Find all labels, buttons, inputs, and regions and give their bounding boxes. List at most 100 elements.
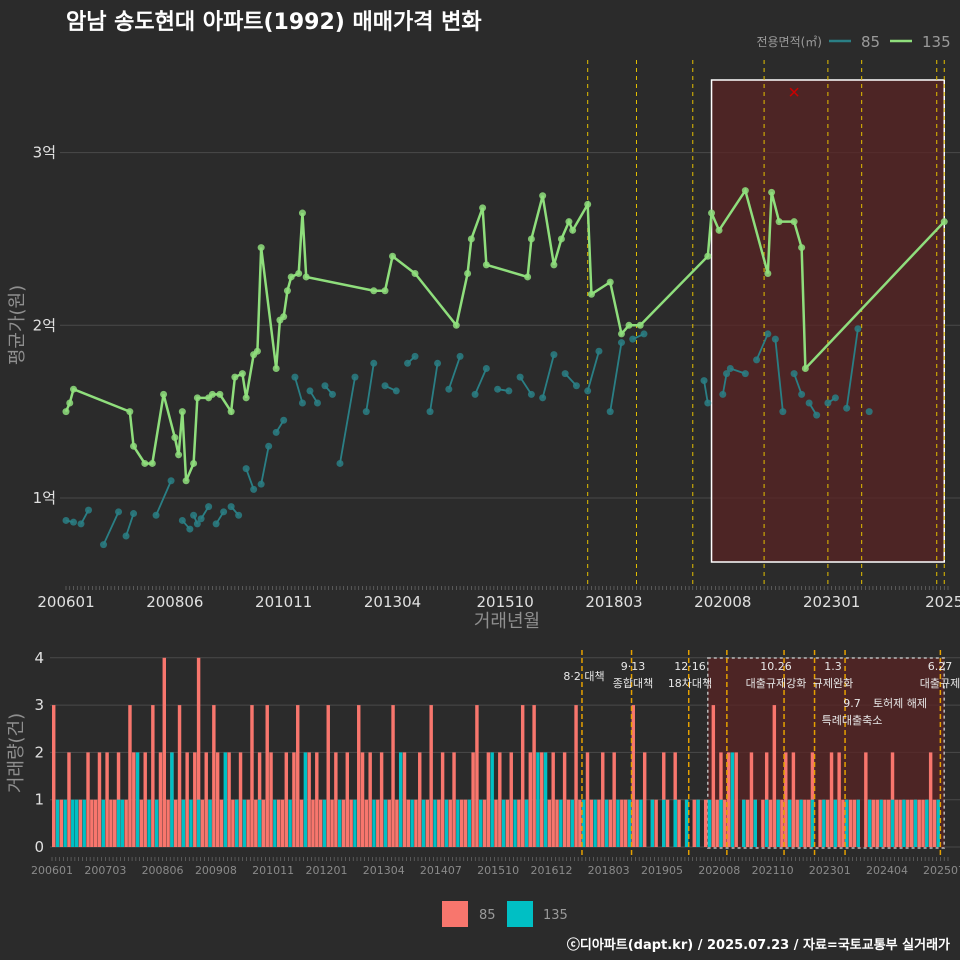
- bar-135: [543, 752, 548, 847]
- bar-85: [162, 657, 167, 847]
- data-point-85: [726, 364, 734, 372]
- bar-135: [913, 799, 918, 847]
- data-point-135: [283, 287, 291, 295]
- data-point-85: [404, 359, 412, 367]
- bar-135: [242, 799, 247, 847]
- bar-85: [341, 799, 346, 847]
- bar-135: [74, 799, 79, 847]
- bar-135: [383, 799, 388, 847]
- data-point-85: [411, 352, 419, 360]
- bar-135: [856, 799, 860, 847]
- data-point-85: [595, 347, 603, 355]
- y-tick-label: 3억: [33, 144, 56, 162]
- data-point-85: [197, 515, 205, 523]
- x-tick-label-bottom: 202301: [809, 864, 851, 877]
- bar-135: [288, 799, 292, 847]
- data-point-85: [370, 359, 378, 367]
- data-point-135: [479, 204, 487, 212]
- bar-135: [82, 799, 86, 847]
- series-line-85: [260, 446, 270, 485]
- data-point-85: [456, 352, 464, 360]
- data-point-85: [700, 377, 708, 385]
- bar-85: [376, 799, 380, 847]
- x-tick-label-bottom: 202404: [866, 864, 908, 877]
- bar-135: [189, 799, 193, 847]
- bar-85: [368, 752, 372, 847]
- legend-top: 전용면적(㎡) 85 135: [756, 33, 950, 51]
- bar-85: [158, 752, 163, 847]
- bar-135: [421, 799, 426, 847]
- bar-135: [135, 752, 140, 847]
- x-tick-label-bottom: 200908: [195, 864, 237, 877]
- y-tick-label-bottom: 4: [34, 649, 44, 667]
- data-point-85: [865, 408, 873, 416]
- bar-85: [280, 799, 285, 847]
- data-point-85: [100, 541, 108, 549]
- data-point-135: [411, 269, 419, 277]
- bar-135: [235, 799, 239, 847]
- bar-85: [864, 752, 868, 847]
- y-axis-title: 평균가(원): [7, 285, 28, 365]
- bar-85: [745, 799, 750, 847]
- footer-credit: ⓒ디아파트(dapt.kr) / 2025.07.23 / 자료=국토교통부 실…: [566, 938, 950, 953]
- bar-85: [326, 705, 330, 847]
- y-tick-label: 2억: [33, 316, 56, 334]
- data-point-135: [178, 408, 186, 416]
- bar-135: [433, 799, 437, 847]
- data-point-85: [306, 387, 314, 395]
- bar-85: [406, 799, 411, 847]
- bar-135: [208, 799, 212, 847]
- bar-85: [677, 799, 681, 847]
- x-tick-label-bottom: 201407: [420, 864, 462, 877]
- bar-135: [616, 799, 620, 847]
- bar-85: [250, 705, 254, 847]
- bar-135: [223, 752, 228, 847]
- bar-85: [330, 799, 334, 847]
- data-point-135: [182, 477, 190, 485]
- legend-label-bar-135: 135: [543, 908, 568, 923]
- bar-85: [360, 752, 365, 847]
- bar-85: [547, 799, 552, 847]
- data-point-135: [587, 290, 595, 298]
- bar-135: [890, 799, 895, 847]
- bar-85: [307, 752, 311, 847]
- data-point-85: [186, 525, 194, 533]
- bar-85: [726, 752, 731, 847]
- data-point-135: [557, 235, 565, 243]
- series-135: [62, 187, 948, 485]
- bar-85: [475, 705, 479, 847]
- data-point-135: [482, 261, 490, 269]
- data-point-135: [253, 347, 261, 355]
- bar-85: [265, 705, 269, 847]
- bar-85: [917, 799, 921, 847]
- bar-135: [456, 799, 460, 847]
- data-point-85: [426, 408, 434, 416]
- data-point-85: [298, 399, 306, 407]
- data-point-135: [216, 390, 224, 398]
- data-point-135: [527, 235, 535, 243]
- data-point-85: [130, 510, 138, 518]
- data-point-135: [775, 218, 783, 226]
- bar-135: [63, 799, 67, 847]
- bar-85: [128, 705, 132, 847]
- bar-135: [398, 752, 403, 847]
- data-point-85: [336, 459, 344, 467]
- bar-135: [410, 799, 414, 847]
- series-line-85: [586, 350, 600, 392]
- data-point-85: [205, 503, 213, 511]
- series-line-85: [474, 368, 488, 395]
- bar-85: [269, 752, 273, 847]
- data-point-85: [291, 373, 299, 381]
- bar-135: [707, 799, 712, 847]
- bar-85: [921, 799, 925, 847]
- bar-135: [845, 799, 849, 847]
- bar-135: [170, 752, 174, 847]
- data-point-85: [494, 385, 502, 393]
- bar-85: [311, 799, 315, 847]
- data-point-135: [242, 394, 250, 402]
- data-point-135: [715, 226, 723, 234]
- data-point-85: [805, 399, 813, 407]
- bar-85: [231, 799, 235, 847]
- data-point-85: [434, 359, 442, 367]
- data-point-135: [238, 370, 246, 378]
